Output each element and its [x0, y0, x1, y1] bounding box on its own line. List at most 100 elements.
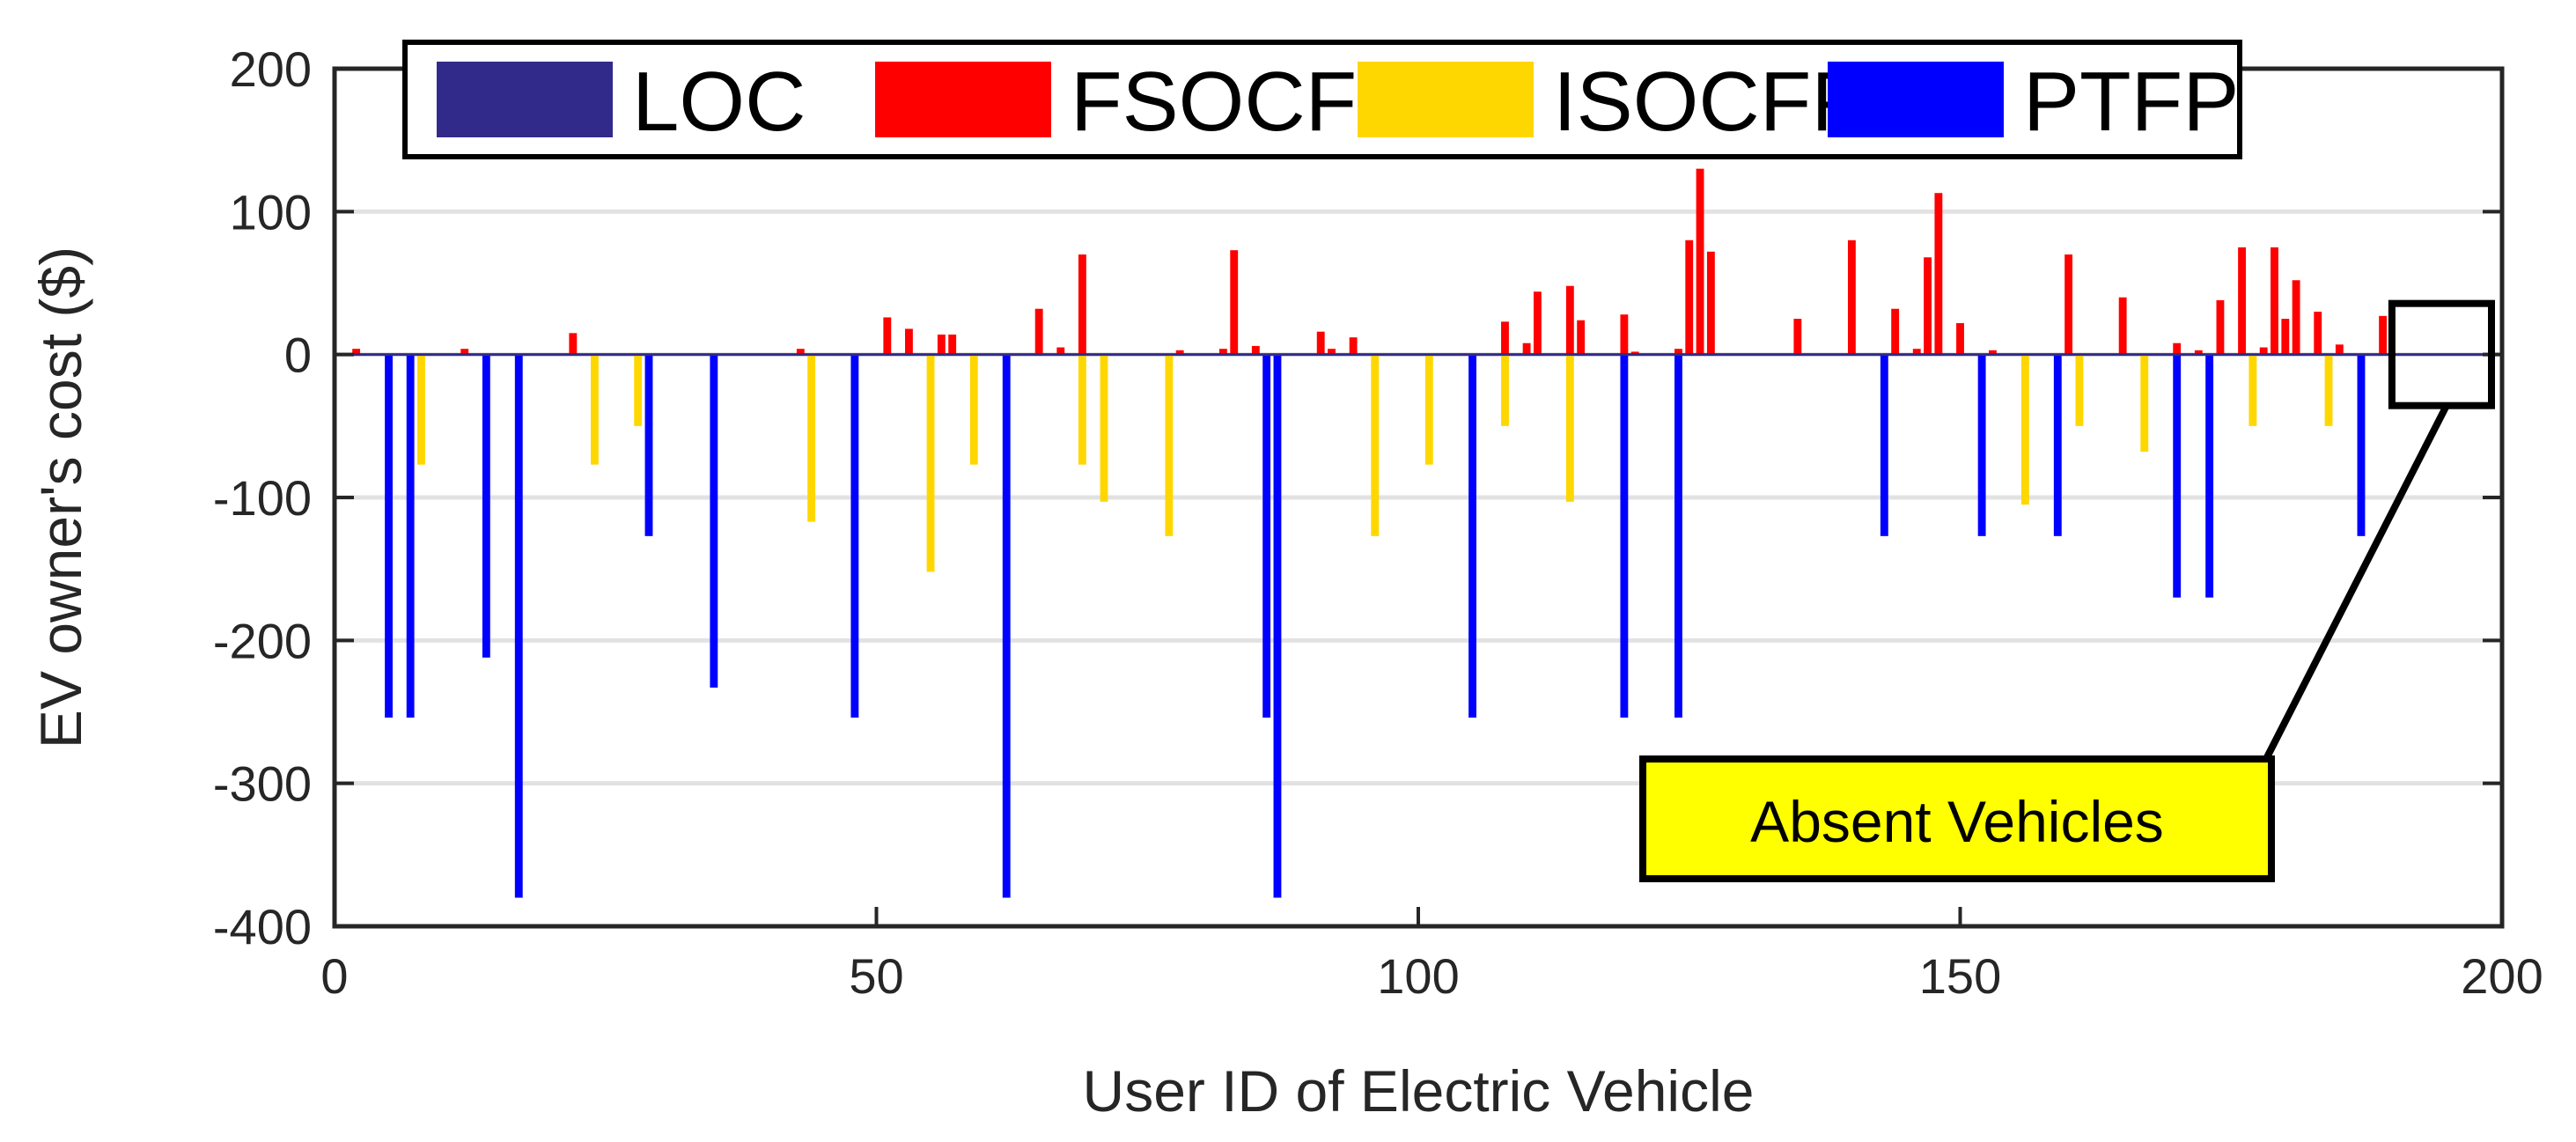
bar-ptfp [385, 354, 393, 718]
x-tick-label: 100 [1377, 948, 1459, 1004]
bar-fsocfp [1696, 168, 1704, 355]
annotation-label: Absent Vehicles [1750, 789, 2164, 854]
annotation-pointer-line [2263, 403, 2450, 761]
bar-ptfp [514, 354, 523, 898]
y-tick-label: -400 [213, 899, 312, 954]
legend-label-isocfp: ISOCFP [1553, 55, 1867, 149]
bar-fsocfp [948, 334, 957, 355]
bar-isocfp [2075, 354, 2084, 426]
bar-isocfp [1165, 354, 1174, 536]
bar-fsocfp [1934, 193, 1943, 355]
bar-isocfp [634, 354, 643, 426]
bar-isocfp [1424, 354, 1433, 465]
bar-fsocfp [2194, 350, 2203, 355]
legend-swatch-fsocfp [875, 62, 1051, 137]
bar-fsocfp [460, 349, 469, 355]
bar-fsocfp [1316, 331, 1325, 355]
bar-fsocfp [1793, 319, 1802, 355]
bar-fsocfp [937, 334, 946, 355]
y-tick-label: -200 [213, 613, 312, 668]
bar-isocfp [1565, 354, 1574, 502]
bar-fsocfp [352, 349, 361, 355]
bar-fsocfp [1924, 257, 1932, 355]
bar-fsocfp [1533, 291, 1542, 355]
bar-isocfp [2140, 354, 2149, 453]
bar-ptfp [1674, 354, 1682, 718]
bar-fsocfp [1175, 350, 1184, 355]
bar-isocfp [2020, 354, 2029, 505]
bar-fsocfp [1565, 285, 1574, 355]
bar-isocfp [2324, 354, 2333, 426]
bar-fsocfp [2281, 319, 2290, 355]
bar-fsocfp [2271, 247, 2278, 355]
bar-fsocfp [1577, 320, 1586, 355]
y-axis-label: EV owner's cost ($) [28, 247, 93, 748]
bar-fsocfp [1078, 254, 1086, 355]
bar-ptfp [1002, 354, 1011, 898]
bar-fsocfp [1034, 308, 1043, 355]
bar-fsocfp [1501, 321, 1509, 355]
bar-fsocfp [1230, 250, 1239, 355]
bar-ptfp [482, 354, 490, 658]
bar-isocfp [807, 354, 816, 522]
bar-isocfp [969, 354, 978, 465]
x-tick-label: 50 [849, 948, 903, 1004]
bar-isocfp [1371, 354, 1380, 536]
bar-fsocfp [904, 328, 913, 355]
x-tick-label: 200 [2461, 948, 2543, 1004]
bar-ptfp [2053, 354, 2062, 536]
bar-fsocfp [569, 333, 578, 355]
bar-fsocfp [1630, 351, 1639, 355]
bar-fsocfp [1685, 239, 1694, 355]
bar-fsocfp [2292, 280, 2300, 355]
legend-swatch-isocfp [1358, 62, 1534, 137]
legend-box [402, 40, 2242, 159]
annotation-label-box [1639, 755, 2275, 882]
bar-fsocfp [1912, 349, 1921, 355]
legend: LOC FSOCFP ISOCFP PTFP [402, 40, 2242, 159]
bar-fsocfp [2216, 299, 2225, 355]
legend-label-ptfp: PTFP [2023, 55, 2239, 149]
y-tick-label: -100 [213, 470, 312, 526]
bar-ptfp [1977, 354, 1986, 536]
bar-ptfp [1262, 354, 1271, 718]
y-tick-label: 200 [230, 41, 312, 97]
absent-vehicles-annotation: Absent Vehicles [1639, 299, 2495, 882]
bar-isocfp [1501, 354, 1509, 426]
y-tick-label: 100 [230, 184, 312, 239]
x-tick-label: 150 [1919, 948, 2001, 1004]
bar-ptfp [850, 354, 859, 718]
bar-fsocfp [1218, 349, 1227, 355]
bar-fsocfp [1847, 239, 1856, 355]
bar-ptfp [2173, 354, 2182, 598]
legend-swatch-ptfp [1828, 62, 2004, 137]
legend-swatch-loc [437, 62, 613, 137]
bar-fsocfp [2118, 297, 2127, 355]
absent-vehicles-box [2388, 299, 2495, 409]
bar-fsocfp [2238, 247, 2246, 355]
bars [352, 168, 2388, 898]
axis-ticks: -400 -300 -200 -100 0 100 200 0 50 100 150 200 [213, 41, 2543, 1004]
bar-fsocfp [1956, 322, 1964, 355]
bar-ptfp [1620, 354, 1629, 718]
bar-fsocfp [1056, 347, 1065, 355]
bar-ptfp [2357, 354, 2366, 536]
bar-fsocfp [1251, 345, 1260, 355]
legend-label-loc: LOC [632, 55, 806, 149]
y-tick-label: -300 [213, 756, 312, 812]
bar-fsocfp [1522, 343, 1531, 355]
bar-ptfp [1273, 354, 1282, 898]
bar-fsocfp [2335, 344, 2344, 355]
bar-fsocfp [1988, 350, 1997, 355]
bar-fsocfp [2064, 254, 2073, 355]
x-tick-label: 0 [320, 948, 348, 1004]
bar-fsocfp [2259, 347, 2268, 355]
bar-ptfp [406, 354, 415, 718]
bar-fsocfp [2379, 315, 2388, 355]
legend-label-fsocfp: FSOCFP [1071, 55, 1413, 149]
bar-fsocfp [796, 349, 805, 355]
bar-fsocfp [1328, 349, 1336, 355]
bar-isocfp [591, 354, 599, 465]
